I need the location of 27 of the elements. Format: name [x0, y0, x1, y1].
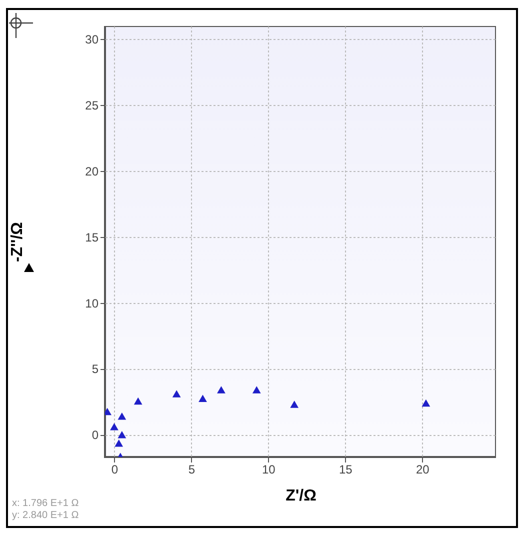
point — [110, 423, 118, 430]
point — [134, 397, 142, 405]
point — [172, 390, 181, 398]
x-tick-label: 15 — [338, 462, 353, 476]
y-tick-label: 10 — [85, 296, 99, 310]
x-tick-label: 20 — [416, 462, 430, 476]
text: x: 1.796 E+1 Ω — [12, 498, 79, 510]
point — [217, 386, 226, 394]
point — [290, 400, 299, 408]
point — [422, 399, 430, 407]
point — [118, 412, 126, 420]
y-tick-label: 25 — [85, 98, 99, 113]
x-tick-label: 0 — [111, 462, 118, 476]
point — [114, 440, 124, 447]
y-tick-label: 5 — [92, 362, 99, 376]
point — [198, 394, 207, 402]
y-tick-label: 0 — [92, 428, 99, 442]
point — [252, 386, 261, 394]
y-tick-label: 30 — [85, 32, 99, 47]
y-axis-title: -Z''/Ω — [9, 222, 26, 262]
x-tick-label: 10 — [262, 462, 276, 476]
point — [118, 430, 126, 438]
y-tick-label: 20 — [85, 164, 99, 178]
y-tick-label: 15 — [85, 230, 99, 244]
text: y: 2.840 E+1 Ω — [12, 510, 79, 522]
x-axis-title: Z'/Ω — [286, 488, 317, 504]
x-tick-label: 5 — [188, 462, 196, 476]
